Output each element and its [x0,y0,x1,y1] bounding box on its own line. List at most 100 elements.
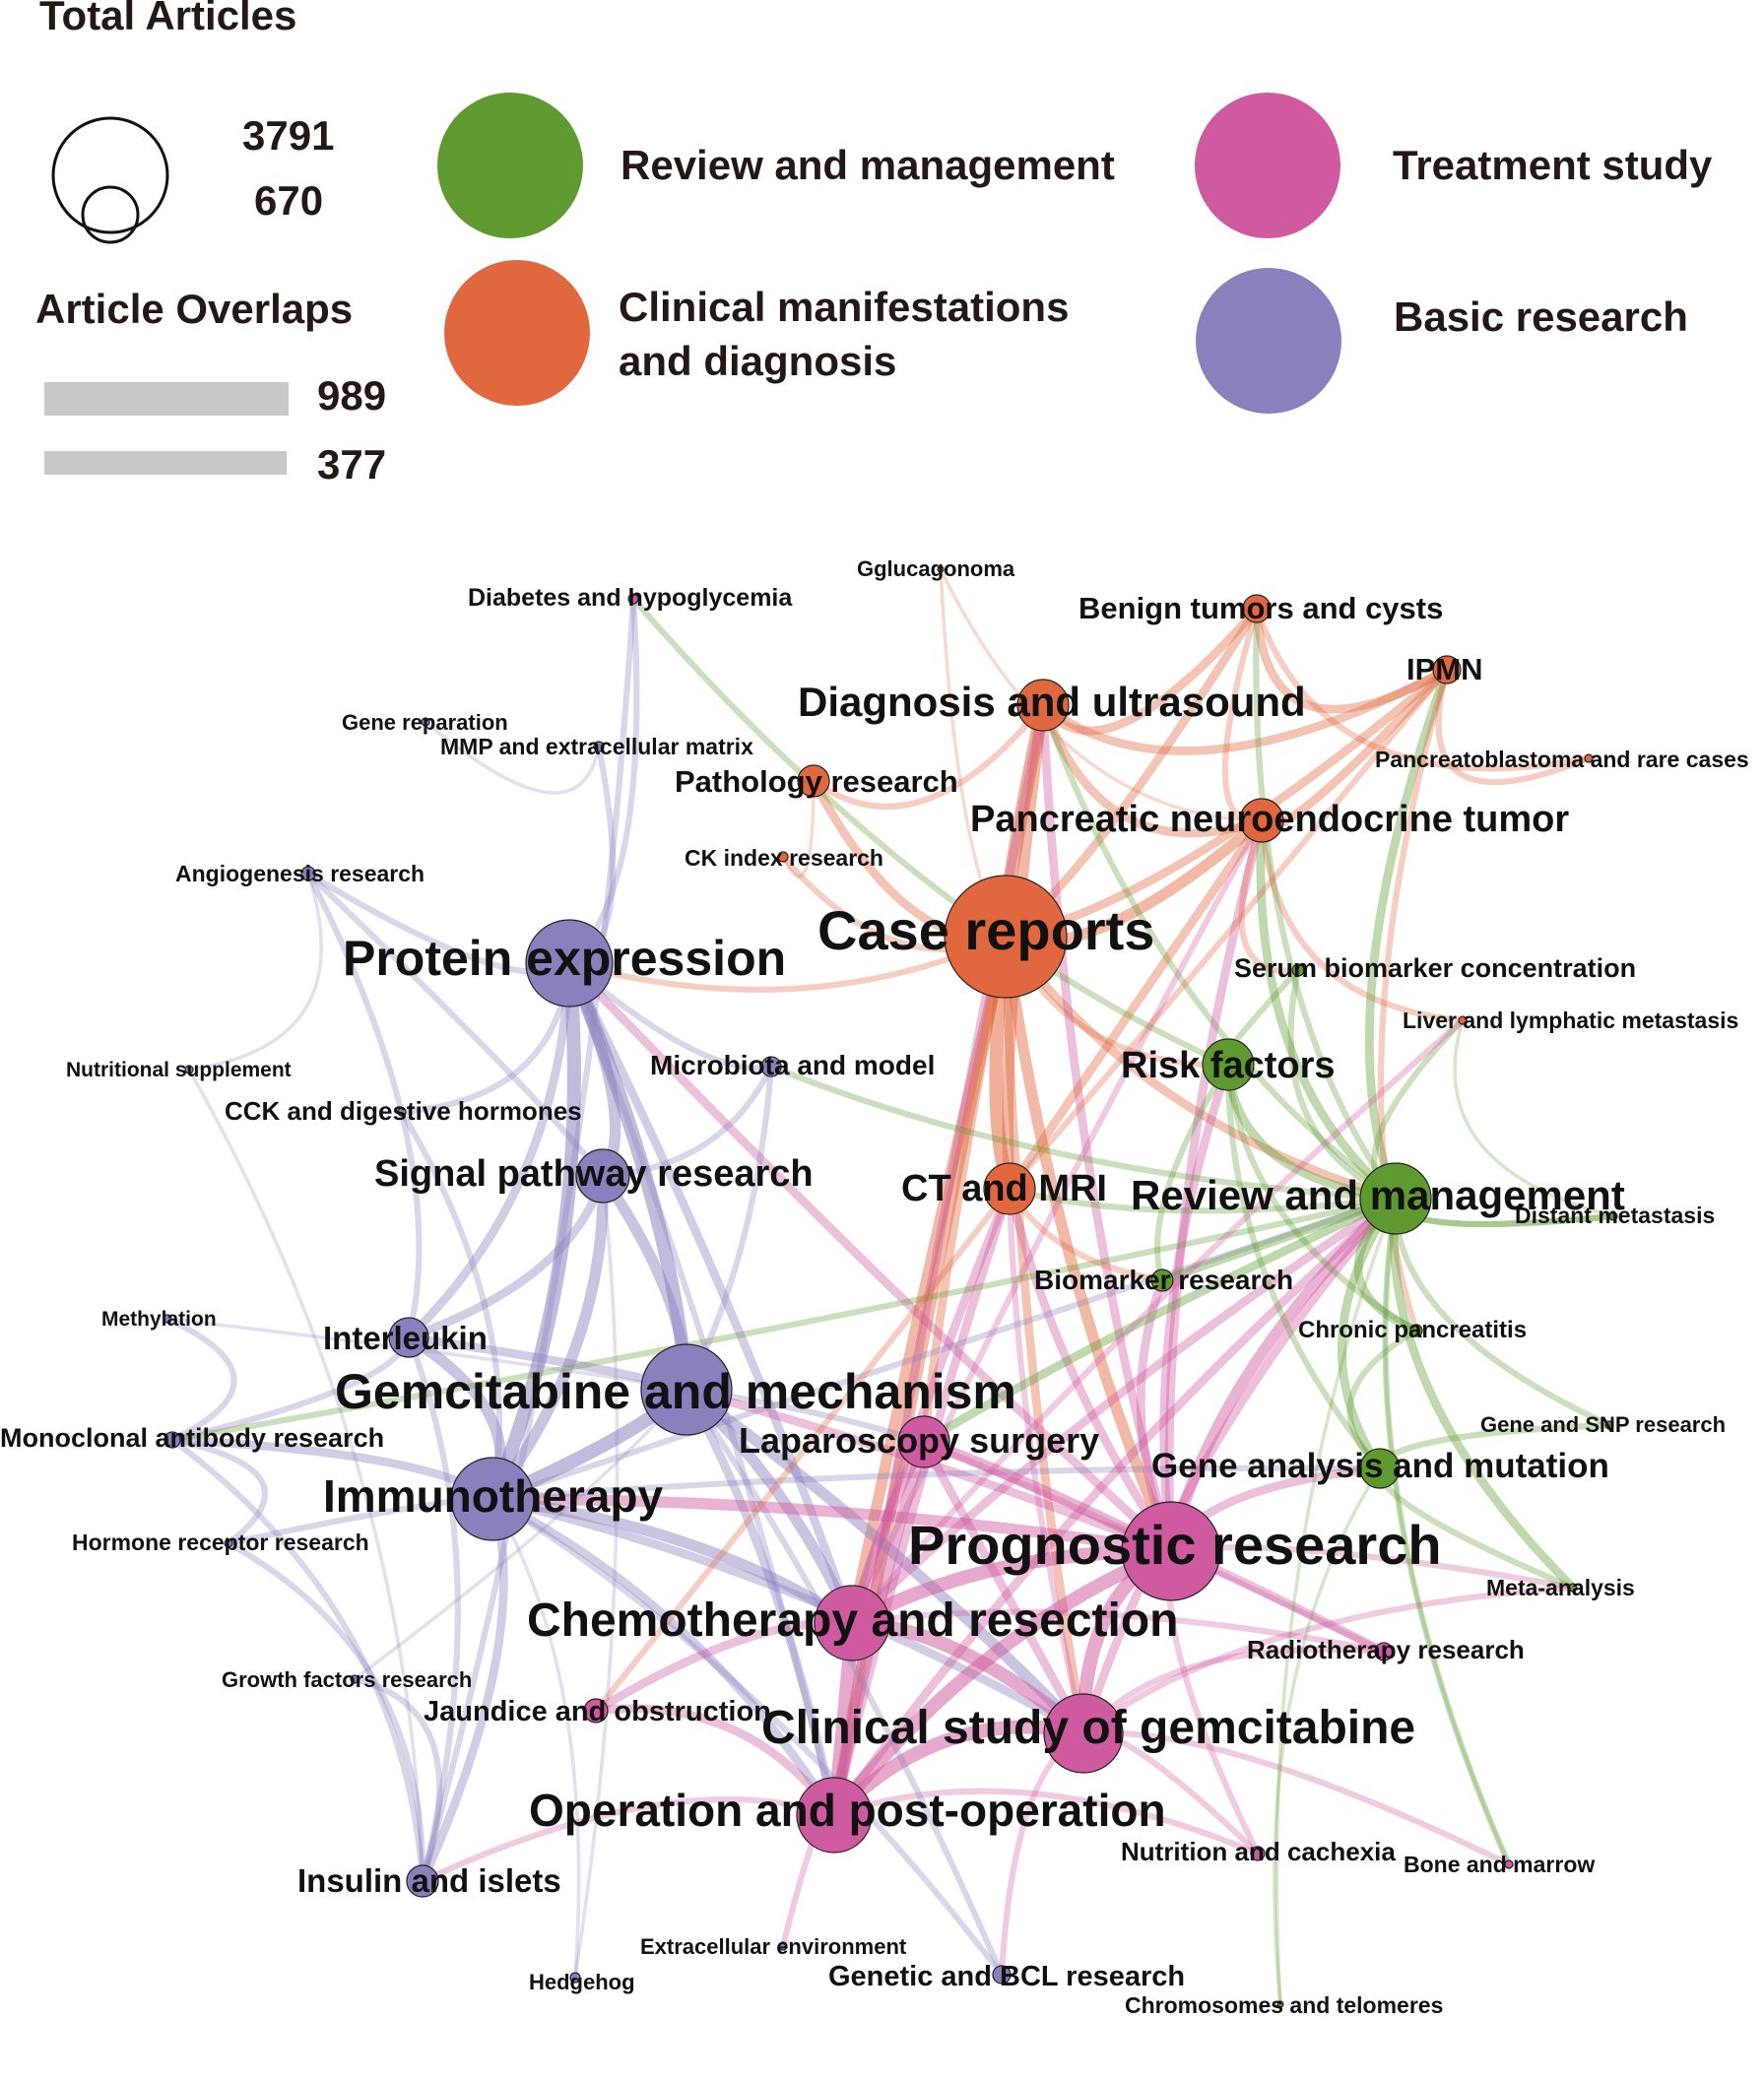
node-extracell[interactable] [778,1941,788,1951]
overlap-edge [767,1063,1400,1203]
overlap-edge [573,1174,620,1980]
node-protein[interactable] [525,919,614,1008]
node-monoclonal[interactable] [163,1431,181,1449]
overlap-edge [1252,604,1452,714]
node-gemcitabine[interactable] [640,1343,733,1436]
node-signal[interactable] [575,1148,630,1204]
node-chronic[interactable] [1409,1324,1423,1337]
overlap-edge [486,956,581,1506]
node-label-signal: Signal pathway research [374,1153,814,1195]
node-benign[interactable] [1242,594,1272,623]
node-hedgehog[interactable] [569,1972,581,1984]
node-insulin[interactable] [406,1864,439,1898]
node-ipmn[interactable] [1432,655,1462,684]
node-gene_snp[interactable] [1604,1420,1614,1430]
node-mmp[interactable] [593,741,605,752]
overlap-edge [1338,1194,1401,1473]
node-ck[interactable] [777,851,789,863]
node-immuno[interactable] [450,1457,535,1541]
overlap-edge [1453,1018,1615,1218]
legend-size-max: 3791 [242,112,334,159]
overlap-edge [1346,1327,1420,1472]
node-methylation[interactable] [163,1314,172,1324]
node-diagnosis[interactable] [1016,679,1070,732]
node-jaundice[interactable] [583,1698,609,1724]
legend-size-title: Total Articles [39,0,296,38]
node-interleukin[interactable] [388,1317,429,1358]
legend-treatment-circle [1195,93,1340,238]
node-diabetes[interactable] [627,593,639,605]
node-label-serum: Serum biomarker concentration [1234,953,1636,983]
node-gene_mut[interactable] [1359,1448,1401,1489]
node-distant[interactable] [1608,1211,1618,1221]
edge-legend-thin-bar [44,451,287,475]
legend-treatment-label: Treatment study [1393,142,1713,188]
node-pancreatoblastoma[interactable] [1584,753,1594,763]
overlap-edge [682,1385,839,1820]
overlap-edge [1039,701,1400,1203]
overlap-edge [187,872,323,1072]
overlap-edge [1224,1061,1384,1472]
overlap-edge [1079,1584,1577,1737]
overlap-edge [846,931,1012,1629]
node-chromosomes[interactable] [1276,2000,1284,2008]
node-label-review: Review and management [1131,1172,1625,1218]
node-biomarker[interactable] [1150,1269,1174,1292]
overlap-edge [404,1171,608,1342]
node-label-extracell: Extracellular environment [640,1934,907,1959]
node-gglucagonoma[interactable] [937,565,945,573]
node-chemo[interactable] [814,1585,890,1661]
overlap-edge [1038,700,1267,838]
overlap-edge [848,1608,1388,1656]
node-genetic_bcl[interactable] [992,1965,1012,1985]
overlap-edge [919,1194,1401,1447]
node-gene_rep[interactable] [421,717,430,727]
node-laparoscopy[interactable] [897,1415,950,1468]
node-radio[interactable] [1374,1642,1394,1661]
node-label-ctmri: CT and MRI [901,1168,1107,1209]
overlap-edge [1006,1185,1400,1214]
node-hormone[interactable] [224,1538,233,1548]
node-meta[interactable] [1568,1583,1578,1593]
node-clinical_gem[interactable] [1043,1693,1124,1774]
node-case[interactable] [944,875,1068,999]
legend-review-circle [437,93,583,238]
node-cck[interactable] [397,1107,407,1117]
node-label-mmp: MMP and extracellular matrix [440,734,753,759]
overlap-edge [1383,1197,1511,1866]
node-prognostic[interactable] [1121,1501,1221,1601]
legend-basic-circle [1196,268,1341,414]
node-label-prognostic: Prognostic research [908,1514,1442,1576]
node-ctmri[interactable] [983,1162,1036,1215]
node-label-gene_snp: Gene and SNP research [1480,1412,1726,1437]
node-label-gene_rep: Gene reparation [342,710,508,735]
node-label-insulin: Insulin and islets [297,1862,561,1899]
node-review[interactable] [1359,1162,1432,1235]
overlap-edge [810,701,1047,811]
overlap-edge [405,1334,461,1885]
node-risk[interactable] [1202,1038,1255,1091]
overlap-edge [847,1194,1401,1628]
node-pnet[interactable] [1239,798,1284,843]
node-label-diabetes: Diabetes and hypoglycemia [468,584,793,612]
overlap-edge [488,1494,839,1820]
node-microbiota[interactable] [760,1056,782,1077]
node-angio[interactable] [300,866,316,881]
node-label-biomarker: Biomarker research [1034,1265,1293,1295]
overlap-edge [599,1063,775,1180]
overlap-edge [629,595,1232,1069]
node-serum[interactable] [1291,963,1305,977]
node-nutrition[interactable] [1250,1846,1266,1861]
size-legend-small-circle [81,185,140,244]
node-bone[interactable] [1504,1859,1514,1869]
node-liver[interactable] [1458,1015,1468,1025]
node-operation[interactable] [796,1777,873,1854]
node-growth[interactable] [350,1674,359,1684]
node-nutri_sup[interactable] [184,1065,194,1074]
overlap-edge [304,870,607,1180]
legend-clinical-label: and diagnosis [619,338,896,384]
overlap-edge [1253,605,1400,1203]
node-pathology[interactable] [797,764,830,798]
overlap-edge [1005,815,1267,1194]
size-legend-large-circle [51,116,169,234]
